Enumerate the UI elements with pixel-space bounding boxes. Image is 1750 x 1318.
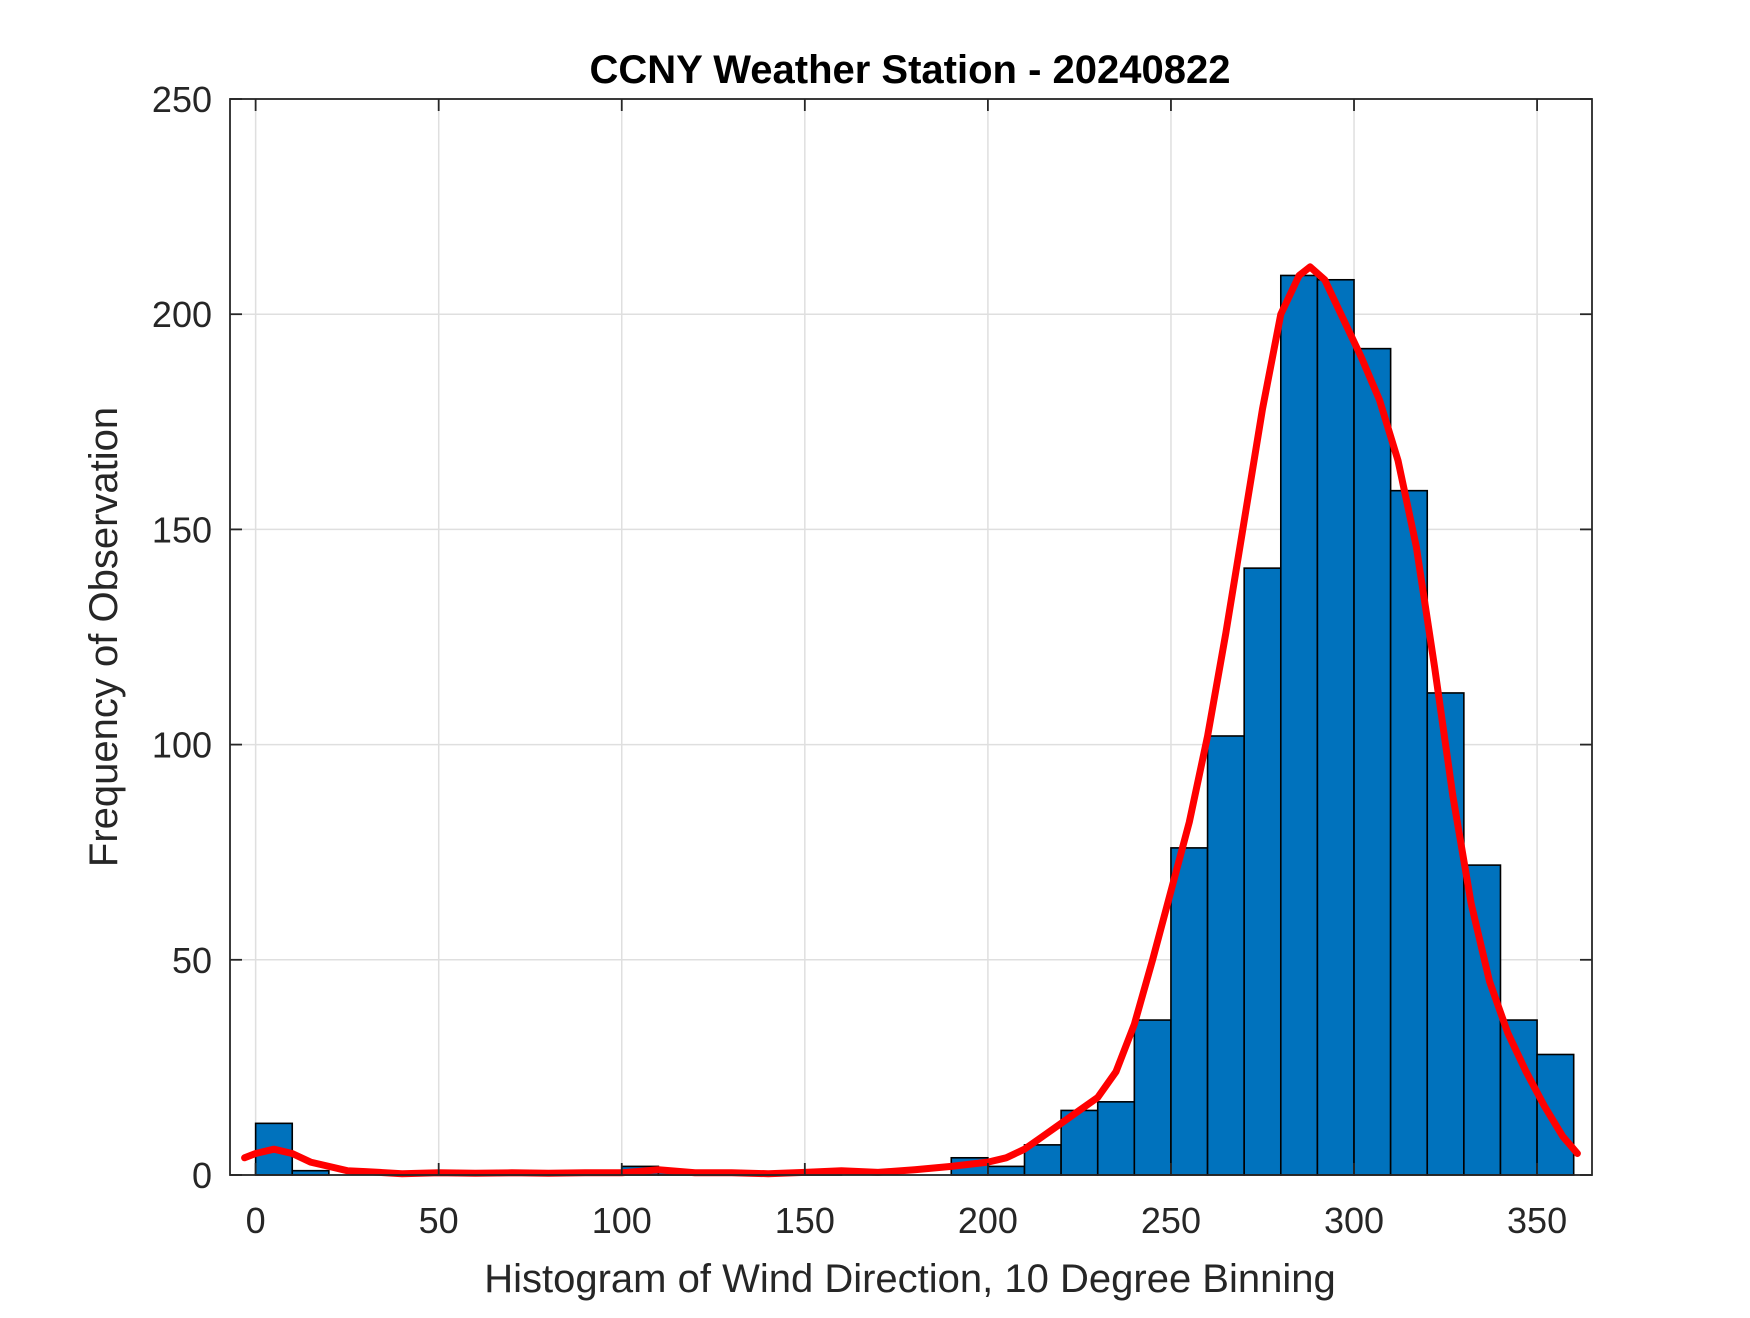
histogram-bar [1243, 567, 1282, 1176]
axes-frame [229, 98, 1593, 1176]
x-tick-label: 50 [419, 1200, 459, 1241]
histogram-bar [1133, 1019, 1172, 1176]
fit-line [241, 263, 1581, 1178]
histogram-bar [1170, 847, 1209, 1176]
y-tick-label: 150 [152, 509, 212, 550]
chart-title: CCNY Weather Station - 20240822 [590, 48, 1231, 92]
histogram-bar [1279, 274, 1319, 1176]
axes-box [229, 98, 1593, 1176]
y-tick-label: 200 [152, 294, 212, 335]
x-tick-label: 200 [958, 1200, 1018, 1241]
x-tick-label: 300 [1324, 1200, 1384, 1241]
histogram-bars [254, 274, 1575, 1176]
x-tick-label: 100 [592, 1200, 652, 1241]
histogram-bar [1353, 347, 1392, 1176]
histogram-bar [1536, 1053, 1575, 1176]
histogram-bar [1206, 735, 1245, 1176]
y-tick-label: 250 [152, 79, 212, 120]
x-tick-label: 250 [1141, 1200, 1201, 1241]
histogram-bar [987, 1165, 1026, 1176]
x-tick-label: 0 [246, 1200, 266, 1241]
y-axis-label: Frequency of Observation [82, 407, 126, 867]
y-tick-label: 50 [172, 940, 212, 981]
histogram-bar [1096, 1101, 1136, 1176]
y-tick-label: 100 [152, 725, 212, 766]
x-tick-label: 150 [775, 1200, 835, 1241]
tick-marks [230, 98, 1592, 1176]
histogram-bar [1463, 864, 1502, 1176]
histogram-bar [1023, 1144, 1062, 1176]
x-tick-label: 350 [1507, 1200, 1567, 1241]
y-tick-label: 0 [192, 1155, 212, 1196]
fit-line-layer [241, 263, 1581, 1178]
histogram-bar [1499, 1019, 1538, 1176]
tick-labels: 0 50 100 150 200 250 300 350 0 50 100 150 200 250 [152, 79, 1567, 1241]
x-axis-label: Histogram of Wind Direction, 10 Degree B… [484, 1257, 1336, 1301]
histogram-bar [1316, 278, 1355, 1176]
